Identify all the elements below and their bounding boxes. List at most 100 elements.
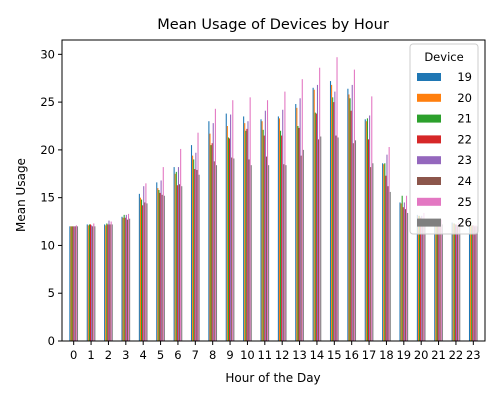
bar-device-26-hour-15 [337, 137, 339, 341]
bar-device-25-hour-16 [353, 69, 355, 341]
chart-title: Mean Usage of Devices by Hour [157, 17, 389, 33]
legend-label-20: 20 [457, 91, 472, 105]
x-tick-label: 8 [209, 348, 216, 362]
bar-device-24-hour-17 [370, 167, 372, 341]
y-tick-label: 25 [40, 95, 55, 109]
bar-device-19-hour-11 [260, 119, 262, 341]
bar-device-24-hour-18 [387, 186, 389, 341]
bar-device-26-hour-1 [94, 226, 96, 341]
bar-device-21-hour-19 [401, 195, 403, 341]
legend-title: Device [424, 50, 463, 64]
bar-device-23-hour-22 [455, 224, 458, 341]
bar-device-22-hour-6 [176, 185, 178, 341]
bar-device-22-hour-11 [263, 135, 265, 341]
bar-device-25-hour-2 [110, 221, 112, 341]
bar-device-19-hour-15 [329, 81, 332, 341]
legend-swatch-25 [417, 197, 441, 206]
bar-device-21-hour-1 [88, 224, 90, 341]
bar-device-23-hour-5 [160, 180, 162, 341]
bar-device-19-hour-17 [364, 119, 366, 341]
bar-device-20-hour-8 [209, 133, 211, 341]
bar-device-23-hour-3 [125, 214, 127, 341]
bar-device-26-hour-13 [302, 149, 304, 341]
bar-device-26-hour-3 [129, 218, 131, 341]
legend-swatch-23 [417, 156, 441, 165]
bar-device-21-hour-8 [210, 145, 212, 341]
bar-device-22-hour-4 [142, 205, 144, 341]
bar-device-22-hour-8 [211, 143, 213, 341]
legend-label-26: 26 [457, 216, 472, 230]
bar-device-22-hour-10 [246, 128, 248, 341]
bar-device-26-hour-16 [354, 140, 357, 341]
bar-device-25-hour-20 [423, 212, 425, 341]
bar-device-23-hour-11 [264, 110, 266, 341]
bar-device-23-hour-6 [177, 167, 180, 341]
bar-device-20-hour-23 [470, 225, 472, 341]
bar-device-22-hour-14 [315, 113, 317, 341]
bar-device-22-hour-23 [472, 225, 474, 341]
bar-device-21-hour-0 [71, 226, 73, 341]
bar-device-25-hour-14 [319, 67, 321, 341]
bar-device-24-hour-8 [213, 161, 215, 341]
bar-device-24-hour-10 [248, 159, 250, 341]
x-tick-label: 19 [396, 348, 411, 362]
bar-device-21-hour-17 [366, 118, 368, 341]
bar-device-26-hour-21 [441, 224, 443, 341]
bar-device-22-hour-12 [281, 135, 283, 341]
bar-device-26-hour-23 [476, 226, 478, 341]
legend-label-23: 23 [457, 153, 472, 167]
bar-device-21-hour-3 [123, 214, 125, 341]
bar-device-20-hour-21 [435, 221, 437, 341]
bar-device-26-hour-14 [320, 136, 322, 341]
bar-device-21-hour-13 [297, 126, 299, 341]
bar-device-22-hour-22 [454, 224, 456, 341]
x-tick-label: 14 [310, 348, 325, 362]
bar-device-22-hour-15 [333, 102, 335, 341]
bar-device-23-hour-1 [91, 225, 93, 341]
bar-device-19-hour-7 [190, 145, 193, 341]
x-tick-label: 18 [379, 348, 394, 362]
bar-device-24-hour-7 [196, 169, 198, 341]
x-tick-label: 11 [257, 348, 272, 362]
bar-device-24-hour-15 [335, 135, 337, 341]
bar-device-25-hour-19 [405, 195, 408, 341]
y-tick-label: 30 [40, 47, 55, 61]
bar-device-19-hour-1 [86, 224, 88, 341]
x-tick-label: 12 [275, 348, 290, 362]
bar-device-23-hour-20 [421, 215, 423, 341]
bar-device-22-hour-0 [72, 226, 74, 341]
legend-label-21: 21 [457, 112, 472, 126]
bar-device-25-hour-23 [475, 225, 477, 341]
bar-device-21-hour-18 [384, 163, 386, 341]
y-tick-label: 20 [40, 143, 55, 157]
legend-swatch-19 [417, 73, 441, 81]
y-tick-label: 15 [40, 191, 55, 205]
bar-device-20-hour-4 [139, 197, 142, 341]
bar-device-23-hour-12 [282, 109, 284, 341]
legend-box [409, 43, 479, 235]
bar-device-20-hour-18 [383, 164, 385, 341]
bar-device-19-hour-18 [382, 163, 384, 341]
bar-device-21-hour-15 [332, 97, 334, 341]
bar-device-25-hour-22 [458, 222, 460, 341]
bar-device-21-hour-20 [419, 215, 421, 341]
bar-device-21-hour-11 [262, 129, 264, 341]
bar-device-23-hour-7 [195, 152, 197, 341]
bar-device-26-hour-6 [181, 186, 183, 341]
bar-device-25-hour-10 [249, 97, 251, 341]
bar-device-20-hour-0 [70, 226, 72, 341]
bar-device-20-hour-5 [157, 188, 159, 341]
bar-device-24-hour-9 [231, 157, 233, 341]
bar-device-20-hour-3 [122, 217, 124, 341]
bar-device-24-hour-1 [92, 226, 94, 341]
bar-device-25-hour-3 [127, 213, 130, 341]
bar-device-26-hour-11 [268, 165, 270, 341]
bar-device-25-hour-11 [266, 100, 269, 341]
bar-device-23-hour-17 [369, 115, 371, 341]
bar-device-25-hour-0 [75, 225, 77, 341]
bar-device-25-hour-17 [371, 96, 373, 341]
x-tick-label: 6 [174, 348, 181, 362]
bar-device-20-hour-14 [313, 89, 315, 341]
